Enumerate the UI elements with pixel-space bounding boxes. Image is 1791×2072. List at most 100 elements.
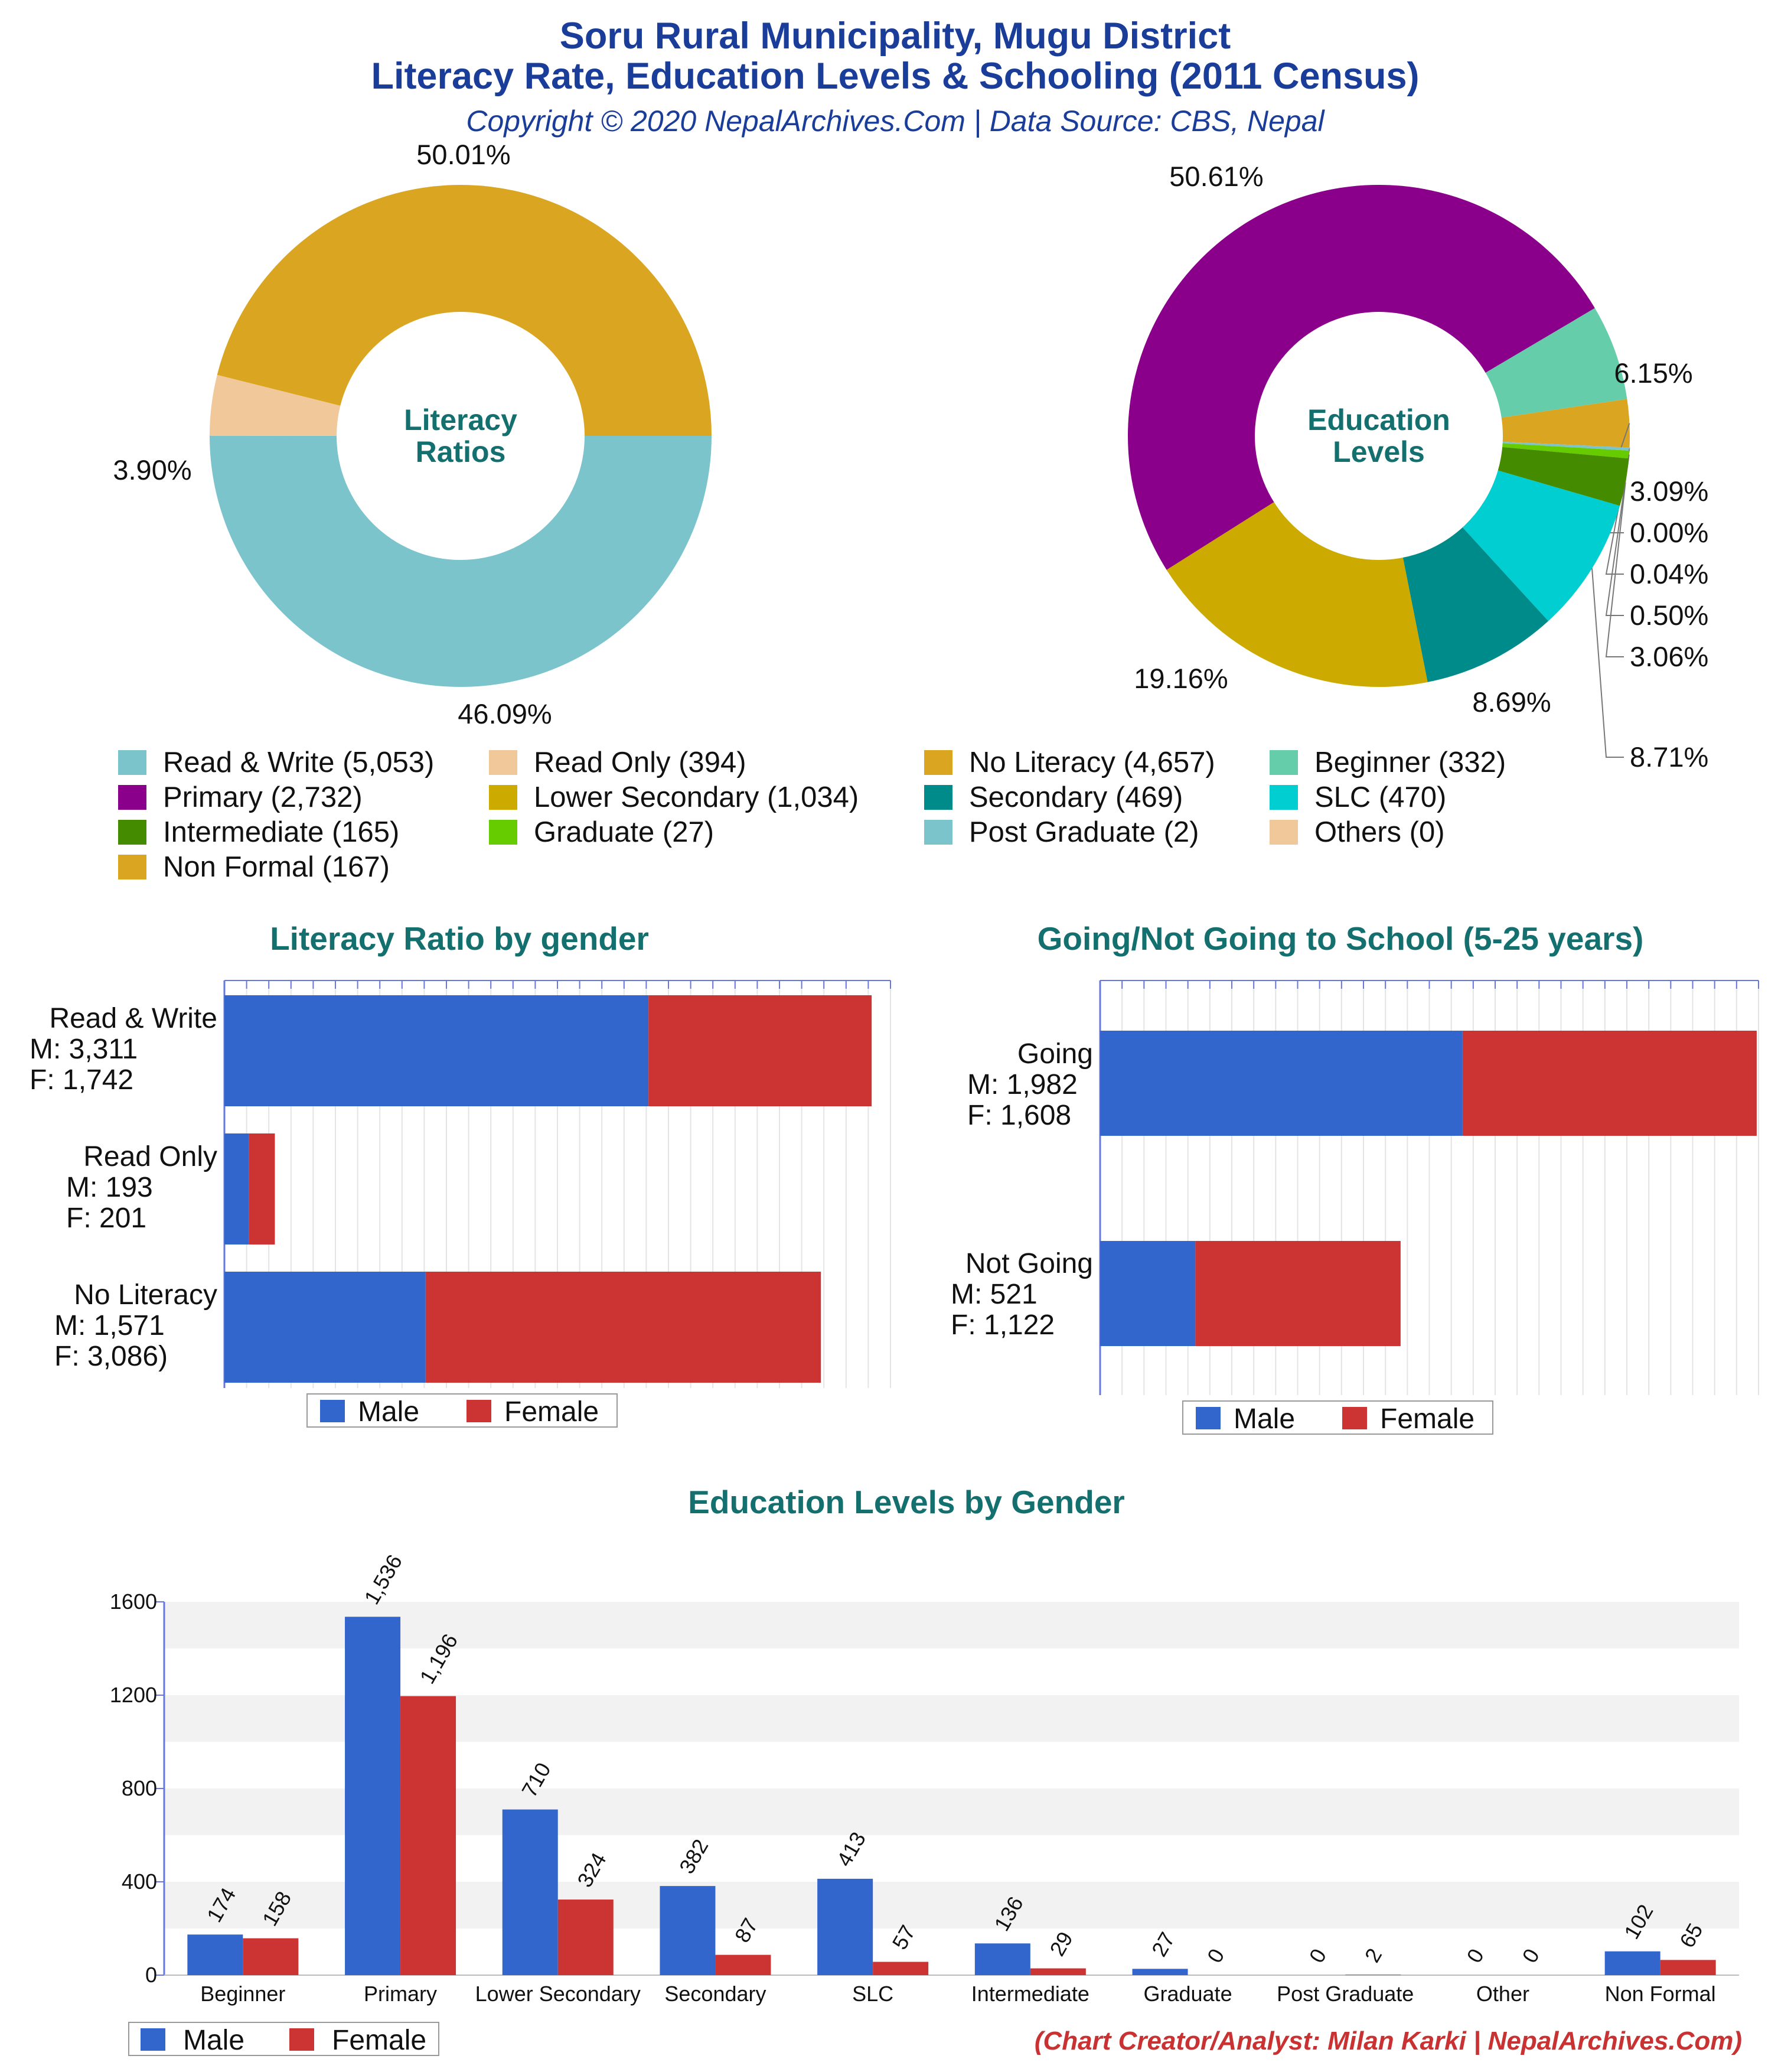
donut-slice: [1485, 308, 1627, 418]
y-tick-label: 1600: [110, 1589, 157, 1614]
y-tick-label: 800: [122, 1776, 157, 1800]
donut-center-label: Education: [1307, 403, 1450, 436]
slice-pct-label: 3.90%: [113, 454, 191, 486]
x-tick-label: Lower Secondary: [475, 1982, 641, 2006]
category-label: No Literacy: [74, 1279, 217, 1311]
legend-swatch: [924, 785, 952, 810]
column-bar: [400, 1696, 456, 1975]
donut-slice: [1502, 441, 1630, 451]
column-bar: [345, 1617, 401, 1975]
legend-swatch: [289, 2028, 314, 2051]
credit-text: (Chart Creator/Analyst: Milan Karki | Ne…: [1035, 2027, 1742, 2055]
legend-label: Male: [358, 1396, 419, 1428]
slice-pct-label: 3.09%: [1630, 475, 1708, 507]
column-bar: [660, 1886, 716, 1975]
donut-slice: [1127, 184, 1595, 572]
legend-label: No Literacy (4,657): [969, 747, 1215, 778]
x-tick-label: SLC: [852, 1982, 893, 2006]
stacked-bar-segment: [224, 1133, 249, 1244]
column-bar: [1660, 1960, 1716, 1975]
donut-center-label: Ratios: [416, 435, 506, 468]
category-label: F: 1,608: [967, 1100, 1071, 1131]
slice-pct-label: 0.50%: [1630, 600, 1708, 631]
subtitle: Copyright © 2020 NepalArchives.Com | Dat…: [466, 105, 1325, 138]
legend-label: Lower Secondary (1,034): [534, 781, 859, 813]
column-bar: [873, 1962, 929, 1975]
donut-center-label: Literacy: [404, 403, 517, 436]
leader-line: [1591, 568, 1624, 758]
category-label: Read & Write: [49, 1003, 217, 1034]
donut-slice: [1502, 443, 1630, 459]
legend-label: Female: [332, 2025, 426, 2056]
stacked-bar-segment: [648, 995, 872, 1106]
legend-label: Beginner (332): [1314, 747, 1506, 778]
stacked-bar-segment: [1100, 1031, 1463, 1136]
school-chart-title: Going/Not Going to School (5-25 years): [1038, 920, 1644, 957]
x-tick-label: Other: [1476, 1982, 1529, 2006]
legend-label: Non Formal (167): [163, 851, 390, 883]
stacked-bar-segment: [249, 1133, 275, 1244]
legend-box: [306, 1393, 618, 1428]
donut-slice: [210, 374, 341, 436]
legend-swatch: [1342, 1407, 1367, 1429]
x-tick-label: Intermediate: [971, 1982, 1089, 2006]
category-label: M: 1,571: [54, 1310, 165, 1341]
legend-swatch: [118, 820, 146, 845]
legend-swatch: [924, 820, 952, 845]
legend-swatch: [118, 785, 146, 810]
y-tick-label: 400: [122, 1869, 157, 1894]
slice-pct-label: 3.06%: [1630, 641, 1708, 672]
slice-pct-label: 0.00%: [1630, 517, 1708, 548]
category-label: M: 521: [951, 1279, 1038, 1310]
legend-swatch: [320, 1400, 345, 1422]
legend-swatch: [1270, 820, 1298, 845]
donut-slice: [1402, 527, 1549, 682]
literacy-gender-title: Literacy Ratio by gender: [270, 920, 649, 957]
legend-box: [128, 2022, 439, 2056]
grid-band: [164, 1649, 1739, 1695]
slice-pct-label: 46.09%: [458, 698, 552, 729]
legend-swatch: [1270, 785, 1298, 810]
category-label: Read Only: [83, 1141, 217, 1172]
column-bar: [1030, 1968, 1086, 1975]
education-donut-chart: 50.61% 6.15% 3.09% 0.00% 0.04% 0.50% 3.06% 8.71…: [1127, 161, 1708, 773]
bar-legend: Male Female: [1182, 1400, 1493, 1435]
legend-swatch: [489, 785, 517, 810]
legend-label: Read & Write (5,053): [163, 747, 434, 778]
stacked-bar-segment: [224, 995, 649, 1106]
legend-swatch: [141, 2028, 165, 2051]
column-value-label: 1,536: [359, 1550, 407, 1609]
stacked-bar-segment: [1195, 1241, 1401, 1346]
leader-line: [1605, 454, 1630, 616]
donut-slice: [1498, 447, 1629, 506]
legend-box: [1182, 1400, 1493, 1435]
legend-label: Graduate (27): [534, 816, 714, 848]
education-gender-title: Education Levels by Gender: [688, 1484, 1125, 1520]
legend-swatch: [489, 750, 517, 775]
legend-label: Read Only (394): [534, 747, 746, 778]
x-tick-label: Graduate: [1143, 1982, 1232, 2006]
legend-label: Others (0): [1314, 816, 1445, 848]
stacked-bar-segment: [1100, 1241, 1196, 1346]
legend-label: Secondary (469): [969, 781, 1183, 813]
legend-swatch: [118, 750, 146, 775]
stacked-bar-segment: [224, 1272, 426, 1383]
category-label: M: 3,311: [30, 1034, 138, 1065]
column-bar: [187, 1934, 243, 1975]
category-label: F: 1,122: [951, 1309, 1055, 1341]
legend-swatch: [118, 855, 146, 879]
column-bar: [715, 1954, 771, 1975]
leader-line: [1605, 482, 1626, 657]
grid-band: [164, 1602, 1739, 1649]
title-line-2: Literacy Rate, Education Levels & School…: [371, 56, 1419, 97]
slice-pct-label: 19.16%: [1134, 663, 1228, 694]
x-tick-label: Post Graduate: [1277, 1982, 1414, 2006]
column-bar: [1132, 1969, 1188, 1975]
column-bar: [243, 1938, 299, 1975]
category-label: M: 193: [66, 1172, 153, 1203]
category-label: M: 1,982: [967, 1069, 1078, 1100]
